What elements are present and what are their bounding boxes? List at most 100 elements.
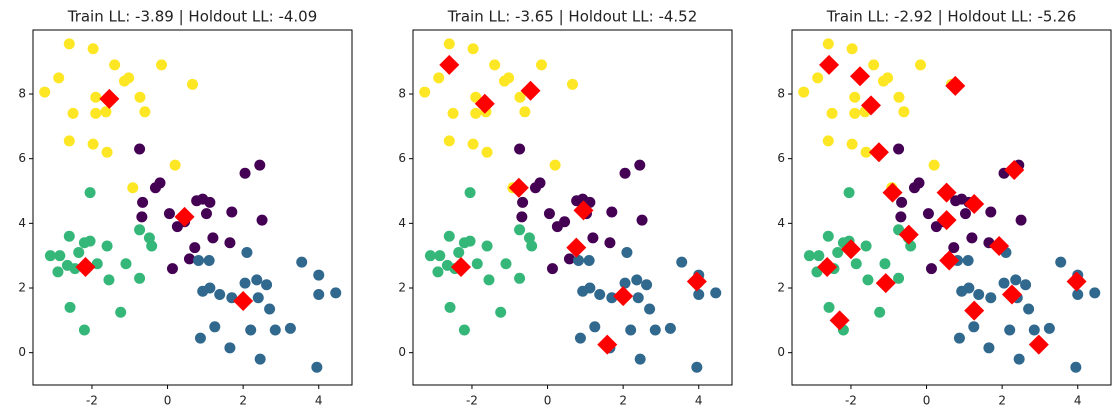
data-point — [826, 107, 838, 119]
axes-frame — [32, 29, 353, 386]
data-point — [860, 146, 872, 158]
data-point — [90, 107, 102, 119]
data-point — [925, 263, 937, 275]
data-point — [543, 208, 555, 220]
subplot: Train LL: -3.89 | Holdout LL: -4.09 -2 0 2 4… — [18, 8, 353, 408]
data-point — [189, 242, 201, 254]
centroid-marker — [898, 224, 919, 245]
data-point — [224, 237, 236, 249]
y-tick-label: 6 — [777, 151, 785, 165]
data-point — [453, 246, 465, 258]
subplot: Train LL: -3.65 | Holdout LL: -4.52 -2 0 2 4… — [398, 8, 733, 408]
data-point — [832, 246, 844, 258]
y-tick-label: 4 — [398, 216, 406, 230]
data-point — [862, 274, 874, 286]
data-point — [536, 59, 548, 71]
data-point — [1020, 279, 1032, 291]
data-point — [203, 255, 215, 267]
data-point — [84, 235, 96, 247]
data-point — [134, 224, 146, 236]
data-point — [915, 59, 927, 71]
data-point — [224, 342, 236, 354]
data-point — [200, 208, 212, 220]
data-point — [87, 43, 99, 55]
data-point — [239, 167, 251, 179]
data-point — [489, 59, 501, 71]
data-point — [183, 253, 195, 265]
data-point — [254, 159, 266, 171]
data-point — [644, 303, 656, 315]
data-point — [574, 332, 586, 344]
data-point — [169, 159, 181, 171]
x-tick-label: 0 — [923, 394, 931, 408]
data-point — [849, 91, 861, 103]
data-point — [534, 177, 546, 189]
data-point — [330, 287, 342, 299]
data-point — [254, 353, 266, 365]
data-point — [241, 246, 253, 258]
data-point — [559, 216, 571, 228]
data-point — [90, 91, 102, 103]
data-point — [963, 282, 975, 294]
plot-area — [419, 38, 722, 373]
data-point — [156, 59, 168, 71]
data-point — [631, 274, 643, 286]
y-tick-label: 2 — [398, 281, 406, 295]
data-point — [464, 187, 476, 199]
data-point — [517, 196, 529, 208]
x-tick-label: 4 — [315, 394, 323, 408]
centroid-marker — [439, 54, 460, 75]
data-point — [913, 177, 925, 189]
data-point — [968, 321, 980, 333]
data-point — [604, 237, 616, 249]
data-point — [204, 282, 216, 294]
data-point — [103, 274, 115, 286]
data-point — [798, 86, 810, 98]
data-point — [985, 206, 997, 218]
data-point — [664, 322, 676, 334]
data-point — [850, 258, 862, 270]
data-point — [895, 211, 907, 223]
data-point — [311, 361, 323, 373]
data-point — [84, 187, 96, 199]
centroid-marker — [945, 75, 966, 96]
data-point — [893, 143, 905, 155]
data-point — [879, 258, 891, 270]
centroid-marker — [573, 200, 594, 221]
centroid-marker — [868, 142, 889, 163]
data-point — [812, 72, 824, 84]
data-point — [101, 146, 113, 158]
data-point — [252, 292, 264, 304]
data-point — [127, 182, 139, 194]
data-point — [514, 272, 526, 284]
data-point — [73, 246, 85, 258]
data-point — [458, 324, 470, 336]
centroid-marker — [508, 177, 529, 198]
data-point — [893, 272, 905, 284]
axes-frame — [412, 29, 733, 386]
data-point — [587, 232, 599, 244]
data-point — [433, 72, 445, 84]
data-point — [139, 106, 151, 118]
data-point — [39, 86, 51, 98]
data-point — [443, 135, 455, 147]
data-point — [621, 246, 633, 258]
centroid-marker — [566, 237, 587, 258]
data-point — [619, 277, 631, 289]
data-point — [447, 107, 459, 119]
data-point — [514, 143, 526, 155]
centroid-marker — [1066, 271, 1087, 292]
data-point — [53, 72, 65, 84]
y-tick-label: 2 — [777, 281, 785, 295]
y-tick-label: 6 — [18, 151, 26, 165]
axes-frame — [791, 29, 1112, 386]
data-point — [78, 324, 90, 336]
y-tick-label: 0 — [18, 345, 26, 359]
data-point — [843, 187, 855, 199]
data-point — [1004, 324, 1016, 336]
data-point — [803, 250, 815, 262]
data-point — [67, 107, 79, 119]
data-point — [822, 135, 834, 147]
data-point — [567, 78, 578, 90]
